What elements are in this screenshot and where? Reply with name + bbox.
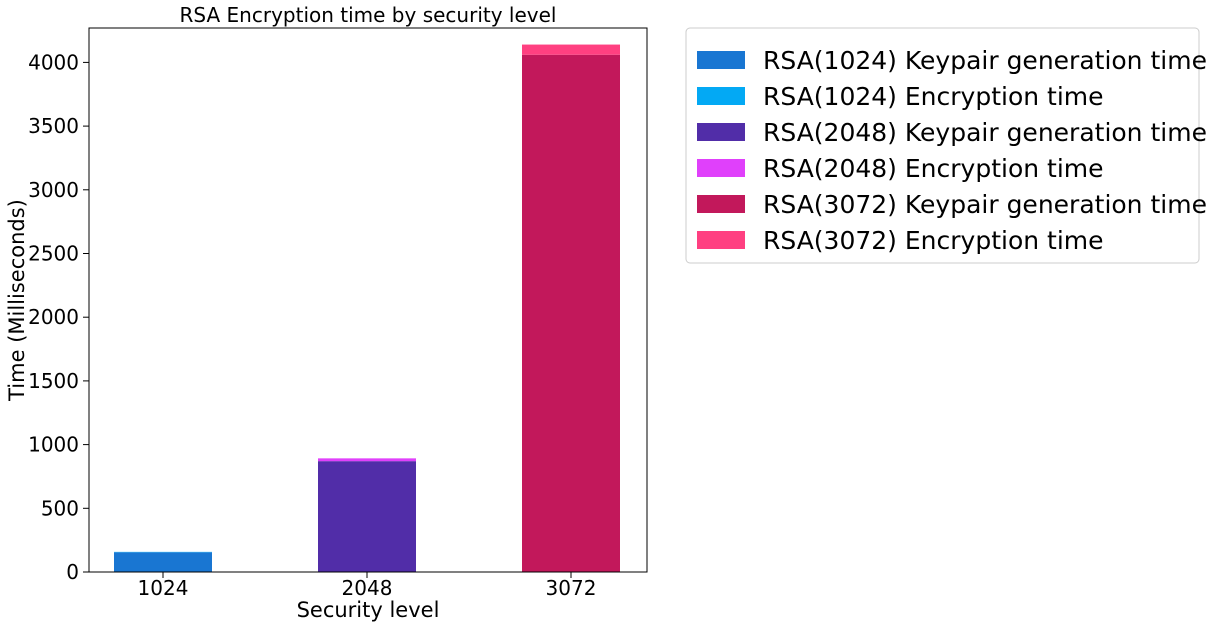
bar-3072-series-5: [522, 44, 620, 55]
x-axis-label: Security level: [297, 598, 440, 622]
y-tick-label: 3000: [28, 178, 79, 202]
legend-label: RSA(1024) Encryption time: [763, 82, 1104, 111]
bar-3072-series-4: [522, 54, 620, 573]
y-tick-label: 1000: [28, 433, 79, 457]
bar-1024-series-0: [114, 552, 212, 572]
y-axis: 0 500 1000 1500 2000 2500 3000 3500 4000: [28, 50, 89, 584]
legend-swatch: [697, 231, 745, 249]
legend-swatch: [697, 159, 745, 177]
bar-2048-series-3: [318, 458, 416, 462]
x-tick-label: 1024: [138, 576, 189, 600]
legend-swatch: [697, 51, 745, 69]
x-axis: 1024 2048 3072: [138, 572, 597, 600]
legend-label: RSA(3072) Keypair generation time: [763, 190, 1206, 219]
legend-label: RSA(2048) Encryption time: [763, 154, 1104, 183]
legend-label: RSA(3072) Encryption time: [763, 226, 1104, 255]
x-tick-label: 2048: [342, 576, 393, 600]
y-tick-label: 2000: [28, 305, 79, 329]
legend-swatch: [697, 195, 745, 213]
legend-swatch: [697, 87, 745, 105]
plot-frame: [88, 27, 648, 573]
bars-group: [114, 44, 620, 573]
legend: RSA(1024) Keypair generation time RSA(102…: [685, 27, 1206, 264]
legend-label: RSA(1024) Keypair generation time: [763, 46, 1206, 75]
y-tick-label: 0: [66, 560, 79, 584]
y-tick-label: 3500: [28, 114, 79, 138]
chart-title: RSA Encryption time by security level: [180, 3, 557, 27]
y-tick-label: 4000: [28, 50, 79, 74]
legend-swatch: [697, 123, 745, 141]
x-tick-label: 3072: [546, 576, 597, 600]
y-tick-label: 1500: [28, 369, 79, 393]
legend-label: RSA(2048) Keypair generation time: [763, 118, 1206, 147]
legend-frame: [685, 27, 1200, 264]
bar-2048-series-2: [318, 461, 416, 572]
y-tick-label: 2500: [28, 241, 79, 265]
y-tick-label: 500: [41, 496, 79, 520]
y-axis-label: Time (Milliseconds): [5, 199, 29, 402]
